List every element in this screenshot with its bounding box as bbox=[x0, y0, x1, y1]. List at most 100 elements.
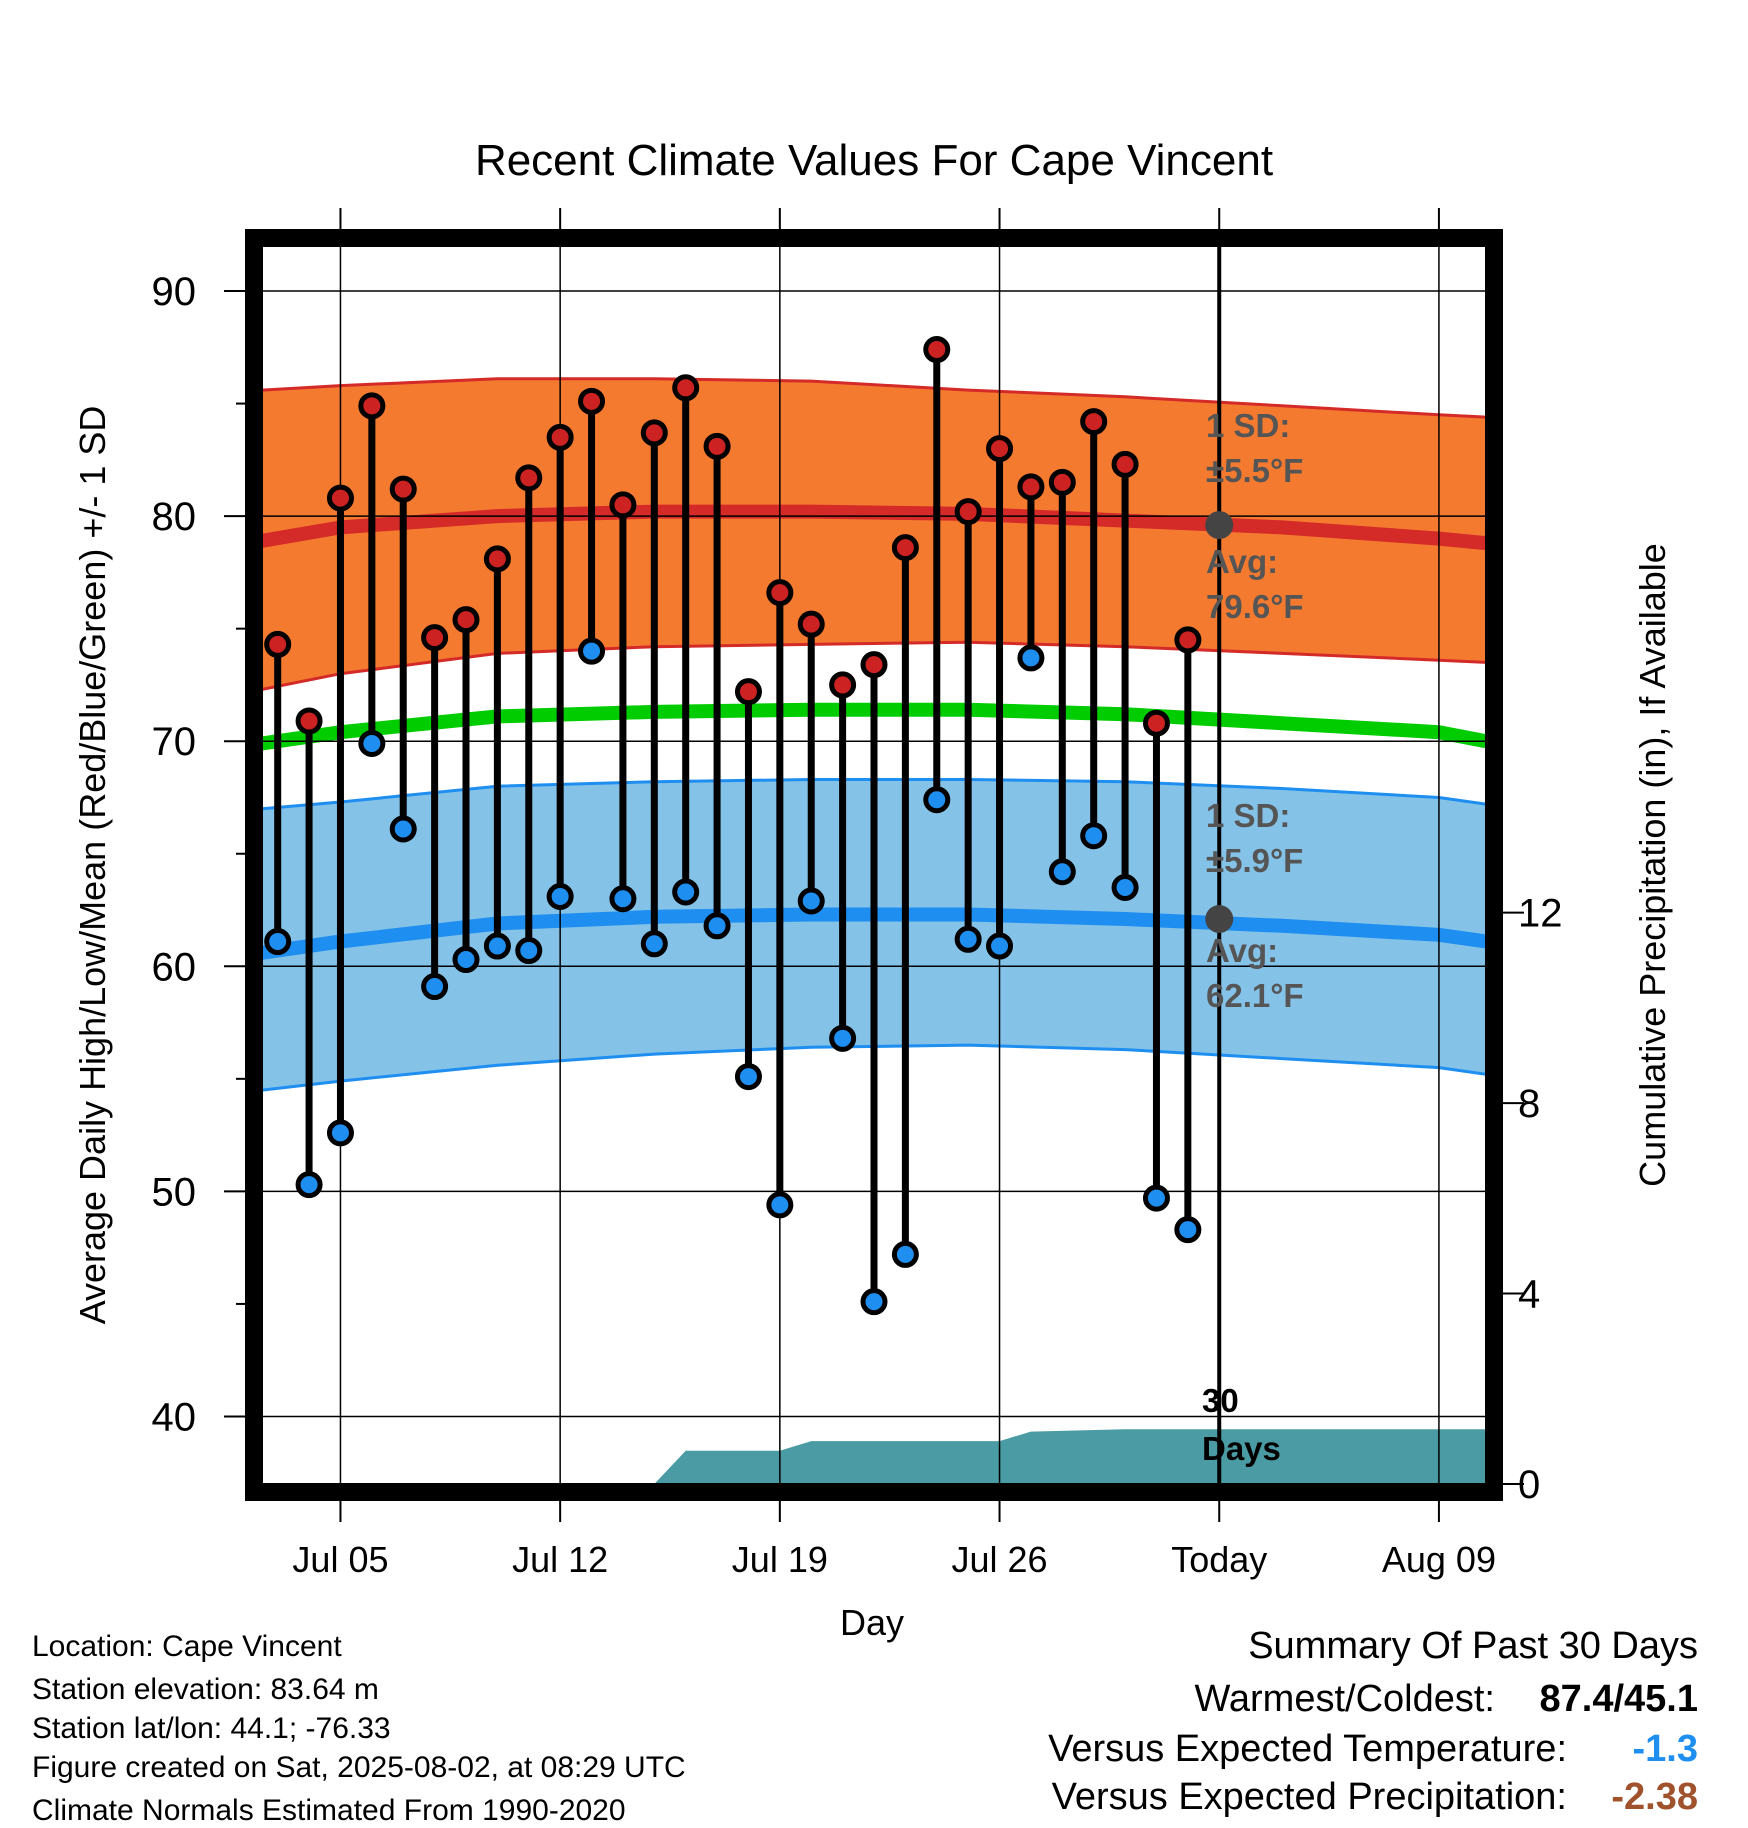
daily-low-point bbox=[1048, 858, 1076, 886]
today-low-avg-marker bbox=[1205, 905, 1234, 934]
info-created: Figure created on Sat, 2025-08-02, at 08… bbox=[32, 1751, 686, 1784]
daily-low-point bbox=[954, 925, 982, 953]
y-tick-label: 50 bbox=[152, 1170, 197, 1214]
daily-low-point bbox=[1080, 822, 1108, 850]
daily-low-point bbox=[326, 1119, 354, 1147]
plot-inner bbox=[262, 246, 1486, 1484]
daily-high-point bbox=[1111, 450, 1139, 478]
daily-low-point bbox=[1111, 874, 1139, 902]
daily-high-point bbox=[734, 678, 762, 706]
daily-low-point bbox=[452, 946, 480, 974]
daily-low-point bbox=[295, 1171, 323, 1199]
high-sd-band-upper-edge bbox=[262, 377, 1486, 419]
plot-area: 40 50 60 70 80 90 0 4 8 12 Jul 05 Jul 12 Jul 19 Jul 2… bbox=[152, 208, 1563, 1580]
daily-low-point bbox=[264, 928, 292, 956]
y2-tick-label: 4 bbox=[1518, 1273, 1540, 1317]
daily-low-point bbox=[1142, 1184, 1170, 1212]
low-sd-band-lower-edge bbox=[262, 1043, 1486, 1092]
summary-precip-value: -2.38 bbox=[1611, 1776, 1698, 1818]
y2-tick-label: 12 bbox=[1518, 892, 1563, 936]
info-location: Location: Cape Vincent bbox=[32, 1630, 342, 1663]
daily-high-point bbox=[326, 484, 354, 512]
daily-low-point bbox=[923, 786, 951, 814]
daily-high-point bbox=[986, 435, 1014, 463]
window-count: 30 bbox=[1202, 1382, 1239, 1419]
today-high-avg-marker bbox=[1205, 511, 1234, 540]
daily-high-point bbox=[1048, 468, 1076, 496]
daily-low-point bbox=[546, 883, 574, 911]
summary-warmest-label: Warmest/Coldest: bbox=[1194, 1678, 1495, 1720]
daily-high-point bbox=[515, 464, 543, 492]
x-tick-label: Aug 09 bbox=[1382, 1539, 1496, 1580]
daily-low-point bbox=[1017, 644, 1045, 672]
daily-high-point bbox=[640, 419, 668, 447]
daily-low-point bbox=[797, 887, 825, 915]
chart-title: Recent Climate Values For Cape Vincent bbox=[475, 136, 1273, 185]
daily-high-point bbox=[483, 545, 511, 573]
daily-high-point bbox=[766, 579, 794, 607]
high-sd-value: ±5.5°F bbox=[1206, 452, 1303, 489]
plot-frame bbox=[245, 229, 1503, 1501]
daily-high-point bbox=[1142, 709, 1170, 737]
low-normal-line bbox=[262, 907, 1486, 960]
daily-low-point bbox=[421, 973, 449, 1001]
daily-high-point bbox=[452, 606, 480, 634]
daily-high-point bbox=[546, 423, 574, 451]
daily-high-point bbox=[860, 651, 888, 679]
low-sd-label: 1 SD: bbox=[1206, 797, 1290, 834]
daily-low-point bbox=[860, 1288, 888, 1316]
x-tick-label: Jul 05 bbox=[292, 1539, 388, 1580]
high-avg-label: Avg: bbox=[1206, 543, 1278, 580]
low-sd-band-upper-edge bbox=[262, 778, 1486, 811]
y-tick-label: 90 bbox=[152, 270, 197, 314]
daily-low-point bbox=[1174, 1216, 1202, 1244]
daily-low-point bbox=[766, 1191, 794, 1219]
y-tick-label: 70 bbox=[152, 720, 197, 764]
info-elevation: Station elevation: 83.64 m bbox=[32, 1673, 379, 1706]
daily-high-point bbox=[1174, 626, 1202, 654]
high-normal-line bbox=[262, 504, 1486, 551]
y2-axis-label: Cumulative Precipitation (in), If Availa… bbox=[1632, 543, 1673, 1187]
daily-high-point bbox=[421, 624, 449, 652]
daily-low-point bbox=[515, 937, 543, 965]
daily-high-point bbox=[358, 392, 386, 420]
daily-high-point bbox=[954, 498, 982, 526]
daily-high-point bbox=[829, 671, 857, 699]
info-normals: Climate Normals Estimated From 1990-2020 bbox=[32, 1794, 626, 1827]
y-tick-label: 40 bbox=[152, 1395, 197, 1439]
daily-high-point bbox=[1017, 473, 1045, 501]
daily-high-point bbox=[389, 475, 417, 503]
summary-precip-label: Versus Expected Precipitation: bbox=[1052, 1776, 1567, 1818]
daily-high-point bbox=[264, 630, 292, 658]
daily-high-point bbox=[295, 707, 323, 735]
daily-high-point bbox=[891, 534, 919, 562]
x-tick-label: Jul 26 bbox=[951, 1539, 1047, 1580]
daily-low-point bbox=[734, 1063, 762, 1091]
daily-low-point bbox=[578, 637, 606, 665]
window-unit: Days bbox=[1202, 1430, 1281, 1467]
daily-high-point bbox=[923, 336, 951, 364]
y-tick-label: 80 bbox=[152, 495, 197, 539]
summary-temp-value: -1.3 bbox=[1633, 1728, 1698, 1770]
summary-warmest-value: 87.4/45.1 bbox=[1540, 1678, 1698, 1720]
daily-low-point bbox=[358, 729, 386, 757]
high-avg-value: 79.6°F bbox=[1206, 588, 1304, 625]
axis-ticks: 40 50 60 70 80 90 0 4 8 12 Jul 05 Jul 12 Jul 19 Jul 2… bbox=[152, 208, 1563, 1580]
daily-low-point bbox=[703, 912, 731, 940]
daily-high-point bbox=[578, 387, 606, 415]
daily-low-point bbox=[609, 885, 637, 913]
daily-low-point bbox=[672, 878, 700, 906]
y-axis-label: Average Daily High/Low/Mean (Red/Blue/Gr… bbox=[72, 406, 113, 1325]
high-sd-label: 1 SD: bbox=[1206, 407, 1290, 444]
daily-high-point bbox=[703, 432, 731, 460]
high-sd-band-lower-edge bbox=[262, 640, 1486, 691]
low-avg-value: 62.1°F bbox=[1206, 977, 1304, 1014]
daily-low-point bbox=[891, 1240, 919, 1268]
daily-high-point bbox=[609, 491, 637, 519]
y2-tick-label: 0 bbox=[1518, 1463, 1540, 1507]
y-tick-label: 60 bbox=[152, 945, 197, 989]
mean-normal-line bbox=[262, 702, 1486, 751]
x-axis-label: Day bbox=[840, 1602, 904, 1643]
high-sd-band bbox=[262, 378, 1486, 690]
